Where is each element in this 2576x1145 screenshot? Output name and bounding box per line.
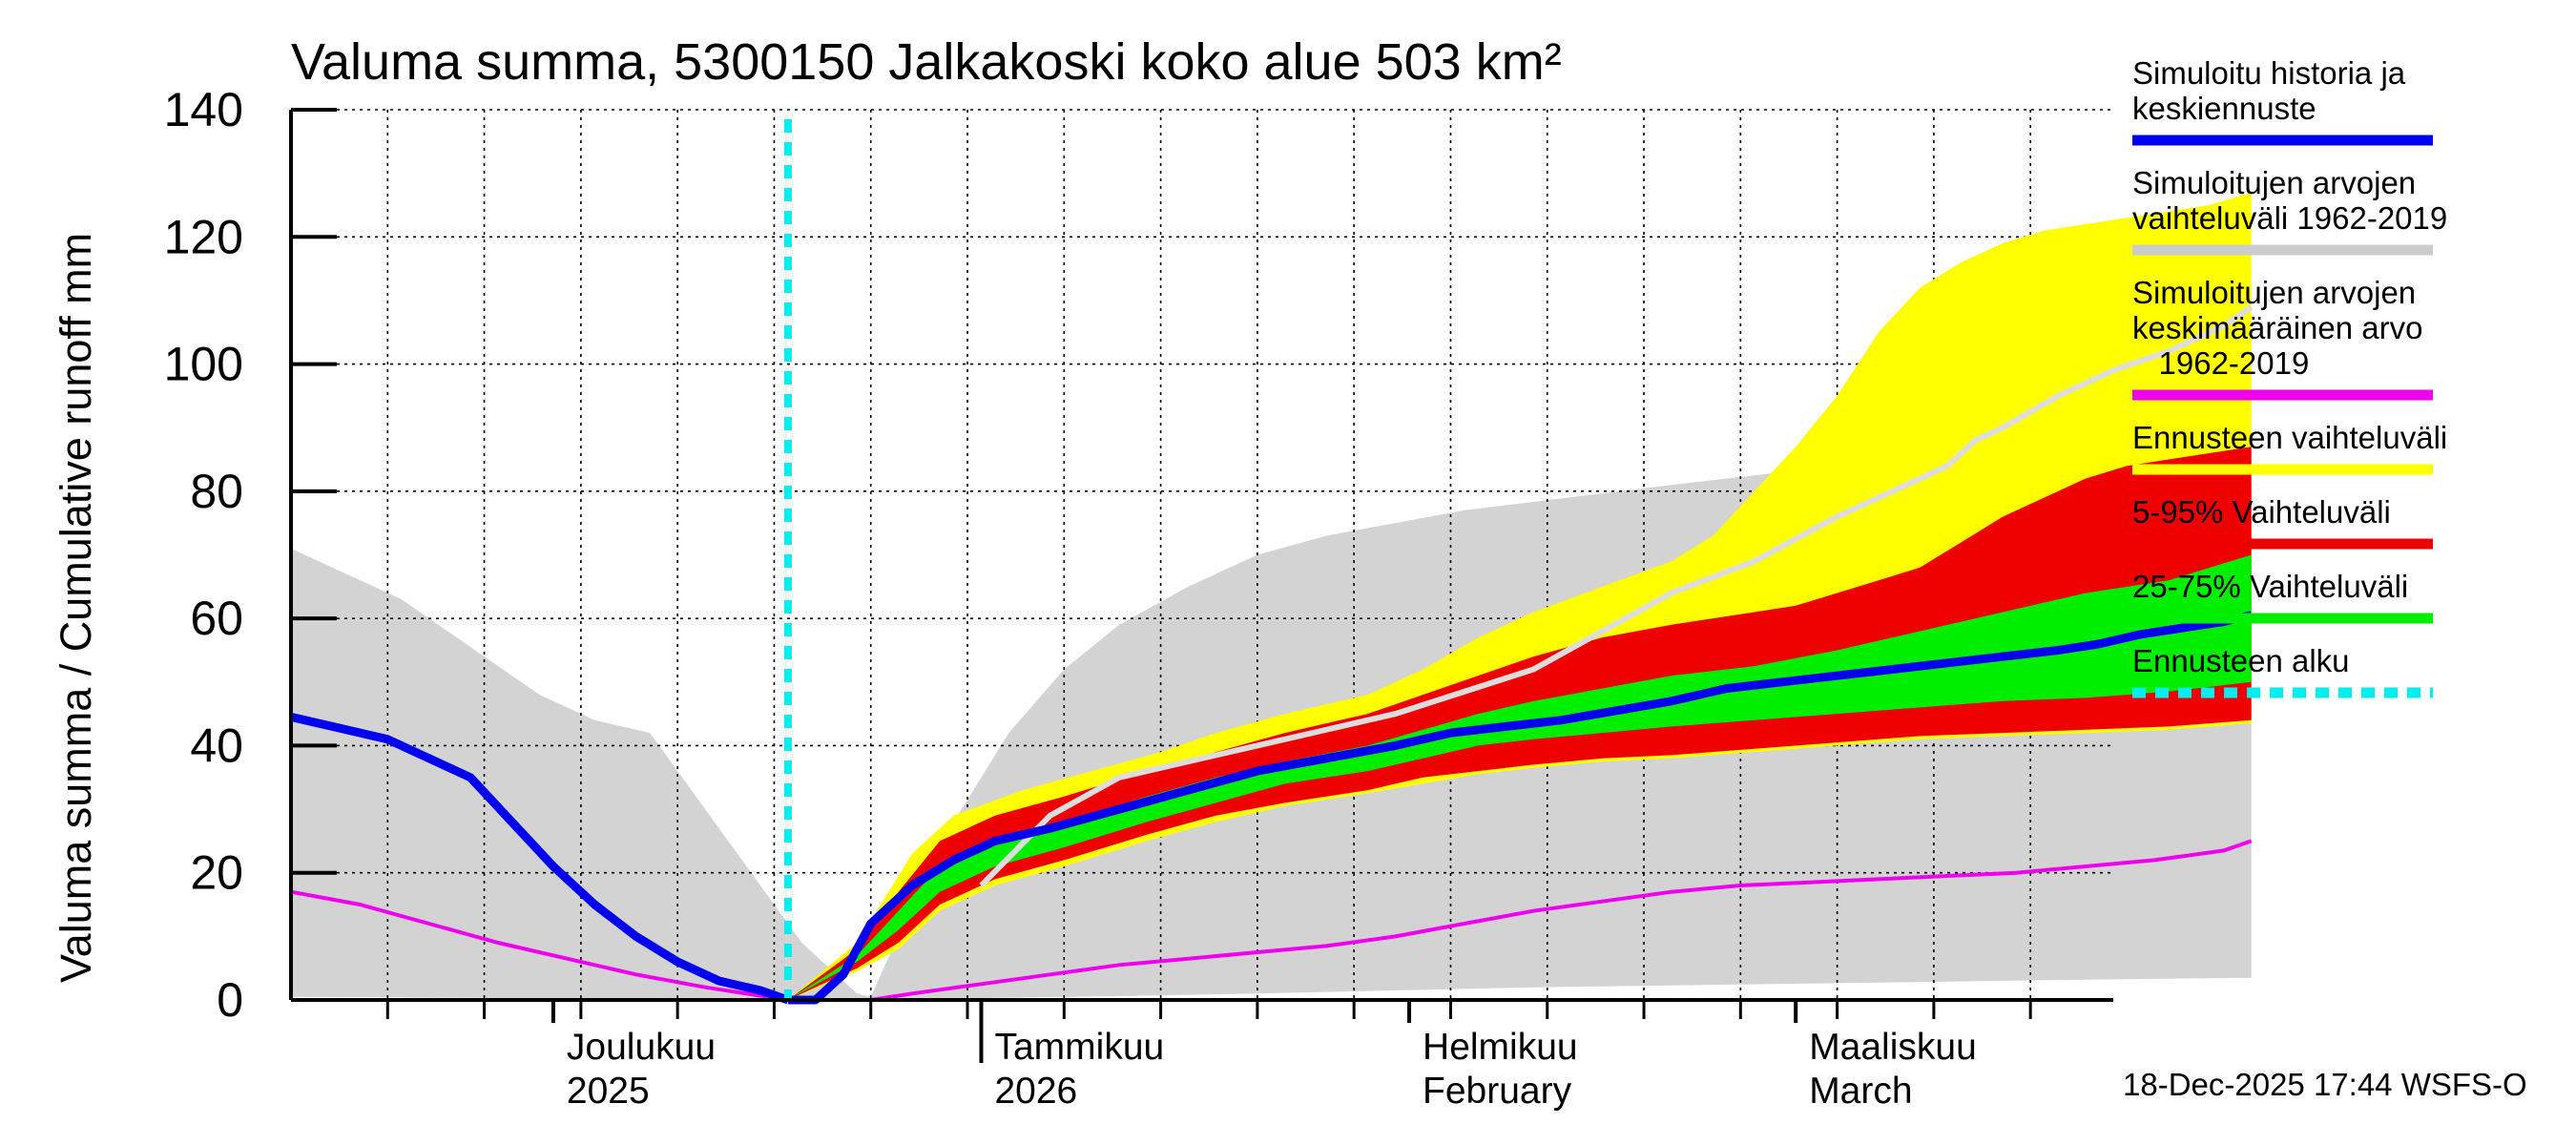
y-tick-label: 120	[164, 210, 243, 263]
legend-label: keskiennuste	[2132, 91, 2316, 126]
legend-label: Simuloitujen arvojen	[2132, 275, 2416, 310]
month-label: Helmikuu	[1423, 1027, 1578, 1068]
legend-label: Ennusteen alku	[2132, 643, 2350, 678]
month-sublabel: February	[1423, 1071, 1572, 1112]
month-label: Joulukuu	[567, 1027, 716, 1068]
month-sublabel: 2025	[567, 1071, 650, 1112]
simulated-history-line	[289, 713, 790, 1005]
month-label: Tammikuu	[994, 1027, 1164, 1068]
median-forecast-line	[787, 611, 2253, 1005]
legend-label: Simuloitujen arvojen	[2132, 165, 2416, 200]
mean-runoff-line	[290, 839, 2253, 1002]
legend-label: Ennusteen vaihteluväli	[2132, 420, 2447, 455]
month-label: Maaliskuu	[1809, 1027, 1977, 1068]
y-tick-label: 100	[164, 338, 243, 391]
legend-label: vaihteluväli 1962-2019	[2132, 200, 2447, 236]
y-tick-label: 60	[190, 592, 243, 645]
legend-label: keskimääräinen arvo	[2132, 310, 2422, 345]
chart-title: Valuma summa, 5300150 Jalkakoski koko al…	[291, 33, 1562, 91]
y-tick-label: 40	[190, 718, 243, 772]
timestamp: 18-Dec-2025 17:44 WSFS-O	[2123, 1067, 2527, 1102]
legend-label: 1962-2019	[2132, 345, 2309, 381]
month-sublabel: 2026	[994, 1071, 1077, 1112]
y-tick-label: 140	[164, 83, 243, 136]
y-axis-label: Valuma summa / Cumulative runoff mm	[52, 233, 100, 983]
y-tick-label: 20	[190, 846, 243, 900]
y-tick-label: 80	[190, 465, 243, 518]
legend-label: 25-75% Vaihteluväli	[2132, 569, 2408, 604]
plot-area	[289, 109, 2254, 1005]
y-tick-label: 0	[217, 973, 243, 1027]
legend-label: Simuloitu historia ja	[2132, 55, 2406, 91]
month-sublabel: March	[1809, 1071, 1912, 1112]
legend-label: 5-95% Vaihteluväli	[2132, 494, 2391, 530]
historical-mean-line	[979, 304, 2254, 888]
